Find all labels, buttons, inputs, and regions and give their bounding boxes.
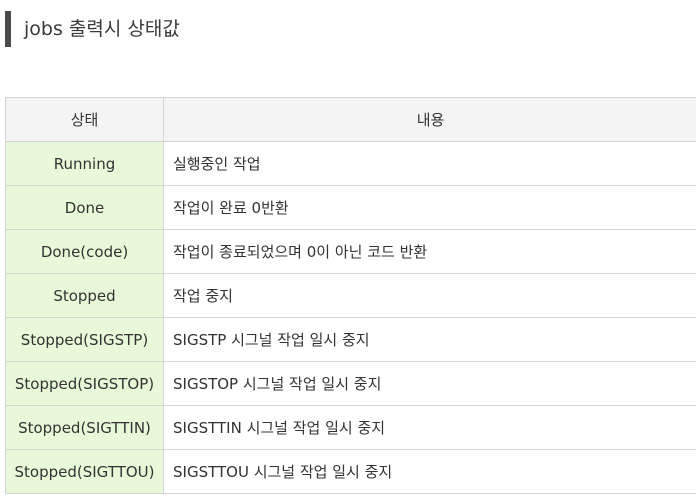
table-row: Done 작업이 완료 0반환 <box>5 185 696 230</box>
table-header-row: 상태 내용 <box>5 97 696 142</box>
section-heading: jobs 출력시 상태값 <box>5 11 180 47</box>
description-cell: 작업이 종료되었으며 0이 아닌 코드 반환 <box>163 229 696 274</box>
state-cell: Stopped(SIGTTOU) <box>5 449 164 494</box>
table-row: Stopped(SIGSTOP) SIGSTOP 시그널 작업 일시 중지 <box>5 361 696 406</box>
description-cell: 작업이 완료 0반환 <box>163 185 696 230</box>
description-cell: 작업 중지 <box>163 273 696 318</box>
state-cell: Done(code) <box>5 229 164 274</box>
table-row: Done(code) 작업이 종료되었으며 0이 아닌 코드 반환 <box>5 229 696 274</box>
description-cell: SIGSTTIN 시그널 작업 일시 중지 <box>163 405 696 450</box>
state-cell: Stopped(SIGSTP) <box>5 317 164 362</box>
table-row: Stopped(SIGTTIN) SIGSTTIN 시그널 작업 일시 중지 <box>5 405 696 450</box>
table-row: Stopped(SIGTTOU) SIGSTTOU 시그널 작업 일시 중지 <box>5 449 696 494</box>
description-cell: SIGSTP 시그널 작업 일시 중지 <box>163 317 696 362</box>
header-description: 내용 <box>163 97 696 142</box>
state-cell: Stopped(SIGSTOP) <box>5 361 164 406</box>
description-cell: SIGSTTOU 시그널 작업 일시 중지 <box>163 449 696 494</box>
table-row: Stopped 작업 중지 <box>5 273 696 318</box>
job-status-table: 상태 내용 Running 실행중인 작업 Done 작업이 완료 0반환 Do… <box>5 97 696 494</box>
description-cell: SIGSTOP 시그널 작업 일시 중지 <box>163 361 696 406</box>
header-state: 상태 <box>5 97 164 142</box>
state-cell: Stopped(SIGTTIN) <box>5 405 164 450</box>
state-cell: Done <box>5 185 164 230</box>
description-cell: 실행중인 작업 <box>163 141 696 186</box>
state-cell: Running <box>5 141 164 186</box>
table-row: Running 실행중인 작업 <box>5 141 696 186</box>
table-row: Stopped(SIGSTP) SIGSTP 시그널 작업 일시 중지 <box>5 317 696 362</box>
state-cell: Stopped <box>5 273 164 318</box>
